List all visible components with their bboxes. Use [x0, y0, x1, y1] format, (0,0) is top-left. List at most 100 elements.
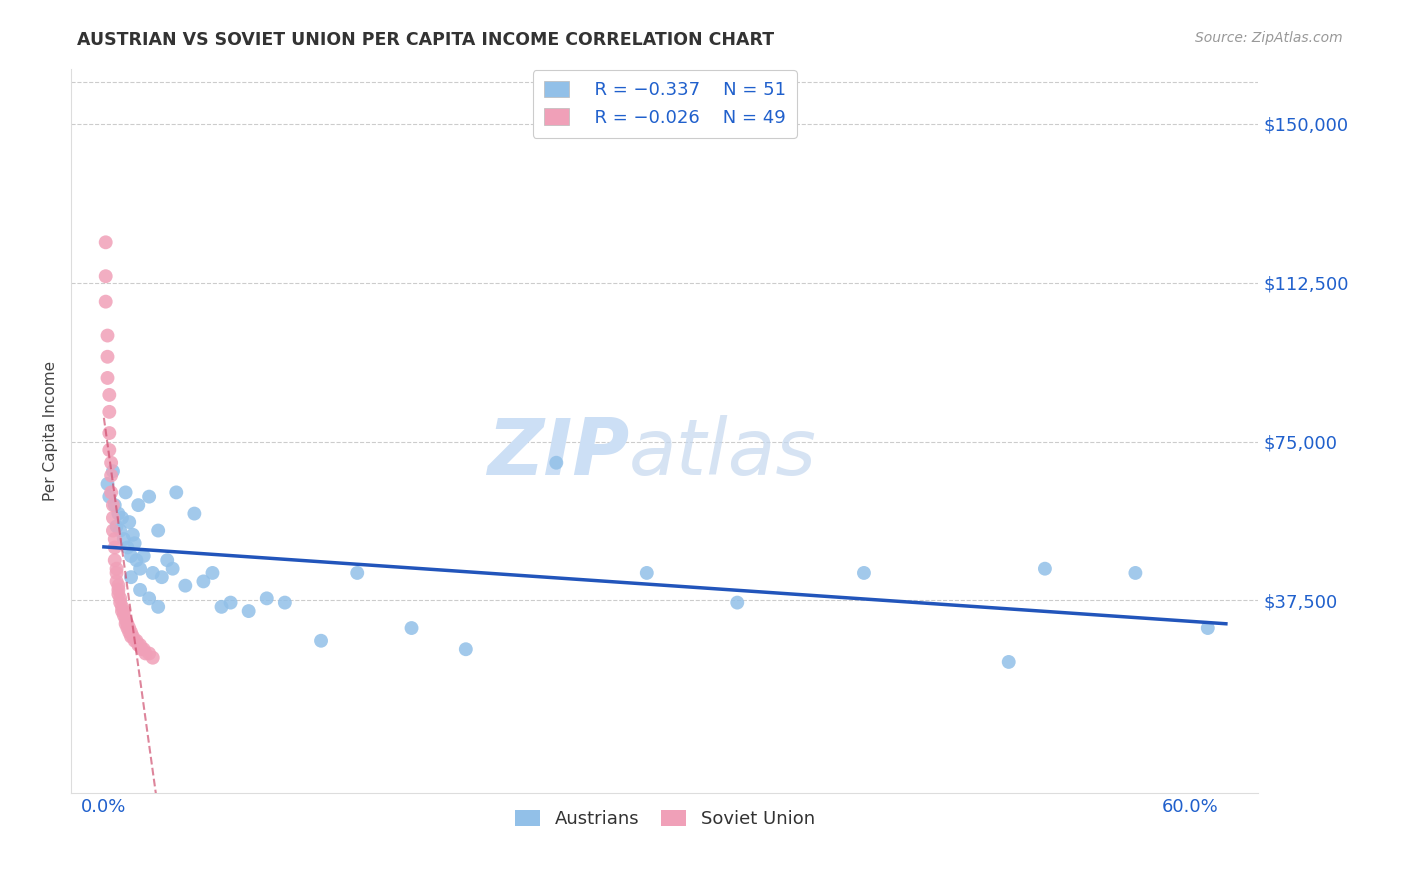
Point	[112, 604, 135, 618]
Point	[127, 498, 149, 512]
Point	[131, 642, 153, 657]
Point	[183, 507, 205, 521]
Point	[132, 549, 155, 563]
Point	[114, 613, 136, 627]
Point	[1033, 562, 1056, 576]
Point	[148, 599, 170, 614]
Y-axis label: Per Capita Income: Per Capita Income	[44, 361, 58, 501]
Text: Source: ZipAtlas.com: Source: ZipAtlas.com	[1195, 31, 1343, 45]
Point	[120, 630, 142, 644]
Point	[98, 490, 121, 504]
Point	[94, 235, 117, 250]
Point	[117, 616, 139, 631]
Point	[125, 553, 148, 567]
Point	[105, 519, 128, 533]
Point	[101, 511, 124, 525]
Point	[138, 647, 160, 661]
Point	[852, 566, 875, 580]
Point	[107, 507, 129, 521]
Text: atlas: atlas	[630, 415, 817, 491]
Point	[101, 498, 124, 512]
Point	[100, 485, 122, 500]
Point	[96, 328, 118, 343]
Point	[997, 655, 1019, 669]
Point	[118, 621, 141, 635]
Point	[105, 562, 128, 576]
Point	[725, 596, 748, 610]
Point	[107, 582, 129, 597]
Point	[104, 541, 127, 555]
Point	[111, 511, 134, 525]
Point	[107, 587, 129, 601]
Point	[101, 464, 124, 478]
Point	[118, 625, 141, 640]
Point	[101, 524, 124, 538]
Point	[201, 566, 224, 580]
Point	[309, 633, 332, 648]
Point	[125, 633, 148, 648]
Text: AUSTRIAN VS SOVIET UNION PER CAPITA INCOME CORRELATION CHART: AUSTRIAN VS SOVIET UNION PER CAPITA INCO…	[77, 31, 775, 49]
Point	[132, 642, 155, 657]
Point	[118, 515, 141, 529]
Point	[193, 574, 215, 589]
Point	[238, 604, 260, 618]
Point	[219, 596, 242, 610]
Point	[129, 582, 152, 597]
Point	[94, 269, 117, 284]
Point	[112, 532, 135, 546]
Point	[105, 566, 128, 580]
Point	[114, 616, 136, 631]
Point	[150, 570, 173, 584]
Point	[346, 566, 368, 580]
Point	[98, 388, 121, 402]
Point	[98, 405, 121, 419]
Point	[104, 553, 127, 567]
Point	[120, 570, 142, 584]
Point	[138, 591, 160, 606]
Point	[156, 553, 179, 567]
Point	[98, 425, 121, 440]
Point	[546, 456, 568, 470]
Point	[124, 633, 146, 648]
Point	[100, 456, 122, 470]
Point	[120, 625, 142, 640]
Point	[117, 541, 139, 555]
Point	[211, 599, 233, 614]
Point	[96, 477, 118, 491]
Point	[127, 638, 149, 652]
Point	[107, 579, 129, 593]
Point	[98, 442, 121, 457]
Point	[108, 596, 131, 610]
Point	[401, 621, 423, 635]
Point	[121, 630, 143, 644]
Point	[138, 490, 160, 504]
Point	[104, 498, 127, 512]
Point	[1125, 566, 1147, 580]
Point	[124, 536, 146, 550]
Point	[117, 621, 139, 635]
Point	[94, 294, 117, 309]
Point	[165, 485, 187, 500]
Point	[105, 574, 128, 589]
Point	[256, 591, 278, 606]
Point	[129, 562, 152, 576]
Point	[108, 591, 131, 606]
Point	[96, 350, 118, 364]
Point	[454, 642, 477, 657]
Point	[111, 604, 134, 618]
Point	[120, 549, 142, 563]
Point	[148, 524, 170, 538]
Point	[111, 599, 134, 614]
Point	[112, 608, 135, 623]
Point	[174, 579, 197, 593]
Point	[1197, 621, 1219, 635]
Point	[104, 532, 127, 546]
Point	[129, 638, 152, 652]
Point	[108, 524, 131, 538]
Point	[274, 596, 297, 610]
Point	[96, 371, 118, 385]
Point	[100, 468, 122, 483]
Point	[636, 566, 658, 580]
Point	[114, 485, 136, 500]
Legend: Austrians, Soviet Union: Austrians, Soviet Union	[508, 802, 823, 835]
